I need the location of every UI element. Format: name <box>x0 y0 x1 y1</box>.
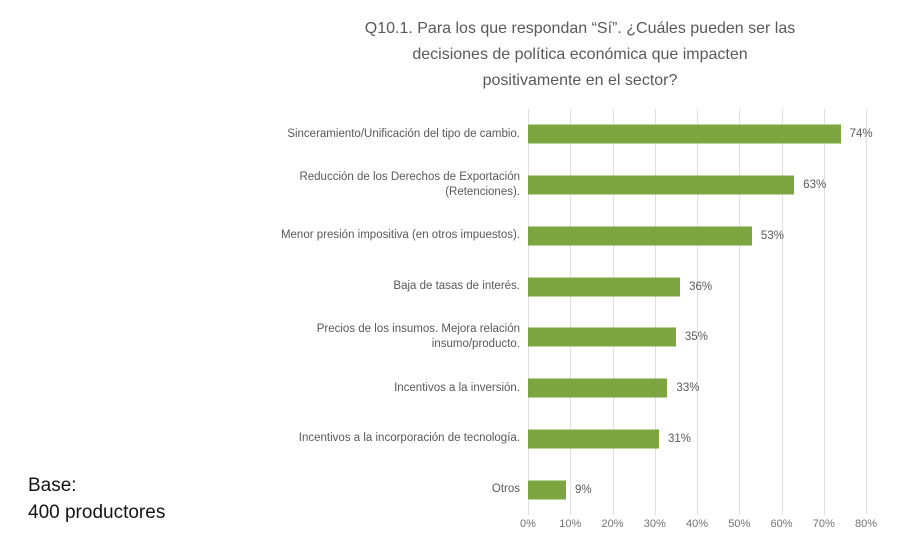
chart-title-line: decisiones de política económica que imp… <box>412 46 748 63</box>
bar <box>528 429 659 449</box>
x-tick-label: 40% <box>685 518 709 530</box>
gridline <box>781 109 783 515</box>
chart-title-line: Q10.1. Para los que respondan “Sí”. ¿Cuá… <box>364 20 796 37</box>
x-tick-label: 20% <box>601 518 624 530</box>
x-tick-label: 0% <box>520 518 536 530</box>
category-label: Sinceramiento/Unificación del tipo de ca… <box>287 127 520 140</box>
gridline <box>866 109 867 515</box>
value-label: 9% <box>575 483 592 496</box>
chart-title: Q10.1. Para los que respondan “Sí”. ¿Cuá… <box>300 16 860 94</box>
gridlines <box>528 109 867 515</box>
value-label: 36% <box>689 280 713 293</box>
chart-title-line: positivamente en el sector? <box>482 72 678 89</box>
bar-zone: 33% <box>528 363 866 414</box>
gridline <box>697 109 698 515</box>
bar-zone: 74% <box>528 109 873 160</box>
bar-zone: 53% <box>528 211 866 262</box>
bar-row: Baja de tasas de interés. 36% <box>258 261 866 312</box>
x-tick-label: 50% <box>728 518 751 530</box>
bar <box>528 175 795 195</box>
category-label: Menor presión impositiva (en otros impue… <box>280 229 520 242</box>
x-tick-label: 80% <box>854 518 878 530</box>
gridline <box>654 109 656 515</box>
bar-zone: 35% <box>528 312 866 363</box>
bar <box>528 480 567 500</box>
gridline <box>739 109 741 515</box>
value-label: 35% <box>684 331 708 344</box>
category-label: Incentivos a la inversión. <box>394 381 520 394</box>
gridline <box>823 109 825 515</box>
category-label: Incentivos a la incorporación de tecnolo… <box>298 432 520 445</box>
gridline <box>612 109 614 515</box>
x-tick-label: 30% <box>643 518 666 530</box>
value-label: 33% <box>676 382 700 395</box>
x-tick-label: 70% <box>812 518 835 530</box>
base-label: Base: <box>28 475 77 496</box>
bar-row: Incentivos a la inversión. 33% <box>258 363 866 414</box>
bar-zone: 31% <box>528 414 866 465</box>
bar <box>528 226 752 246</box>
x-axis: 0% 10% 20% 30% 40% 50% 60% 70% 80% <box>520 518 877 534</box>
bar <box>528 124 841 144</box>
bar-row: Otros 9% <box>258 464 866 515</box>
bar <box>528 378 668 398</box>
bar-row: Precios de los insumos. Mejora relación … <box>258 312 866 363</box>
x-tick-label: 60% <box>770 518 793 530</box>
category-label: Precios de los insumos. Mejora relación … <box>316 323 520 351</box>
base-value: 400 productores <box>28 502 166 523</box>
bar <box>528 277 681 297</box>
bar-row: Incentivos a la incorporación de tecnolo… <box>258 414 866 465</box>
value-label: 53% <box>760 229 784 242</box>
bar-row: Sinceramiento/Unificación del tipo de ca… <box>258 109 873 160</box>
bar <box>528 327 676 347</box>
base-note: Base: 400 productores <box>28 472 165 526</box>
bar-zone: 9% <box>528 464 866 515</box>
bar-rows: Sinceramiento/Unificación del tipo de ca… <box>258 109 873 515</box>
gridline <box>570 109 572 515</box>
value-label: 74% <box>849 128 873 141</box>
category-label: Baja de tasas de interés. <box>393 280 520 293</box>
bar-row: Menor presión impositiva (en otros impue… <box>258 211 866 262</box>
x-tick-label: 10% <box>559 518 582 530</box>
bar-zone: 63% <box>528 160 866 211</box>
category-label: Reducción de los Derechos de Exportación… <box>299 171 520 199</box>
bar-row: Reducción de los Derechos de Exportación… <box>258 160 866 211</box>
gridline <box>528 109 529 515</box>
category-label: Otros <box>491 483 520 496</box>
value-label: 63% <box>803 179 827 192</box>
value-label: 31% <box>667 432 691 445</box>
bar-zone: 36% <box>528 261 866 312</box>
